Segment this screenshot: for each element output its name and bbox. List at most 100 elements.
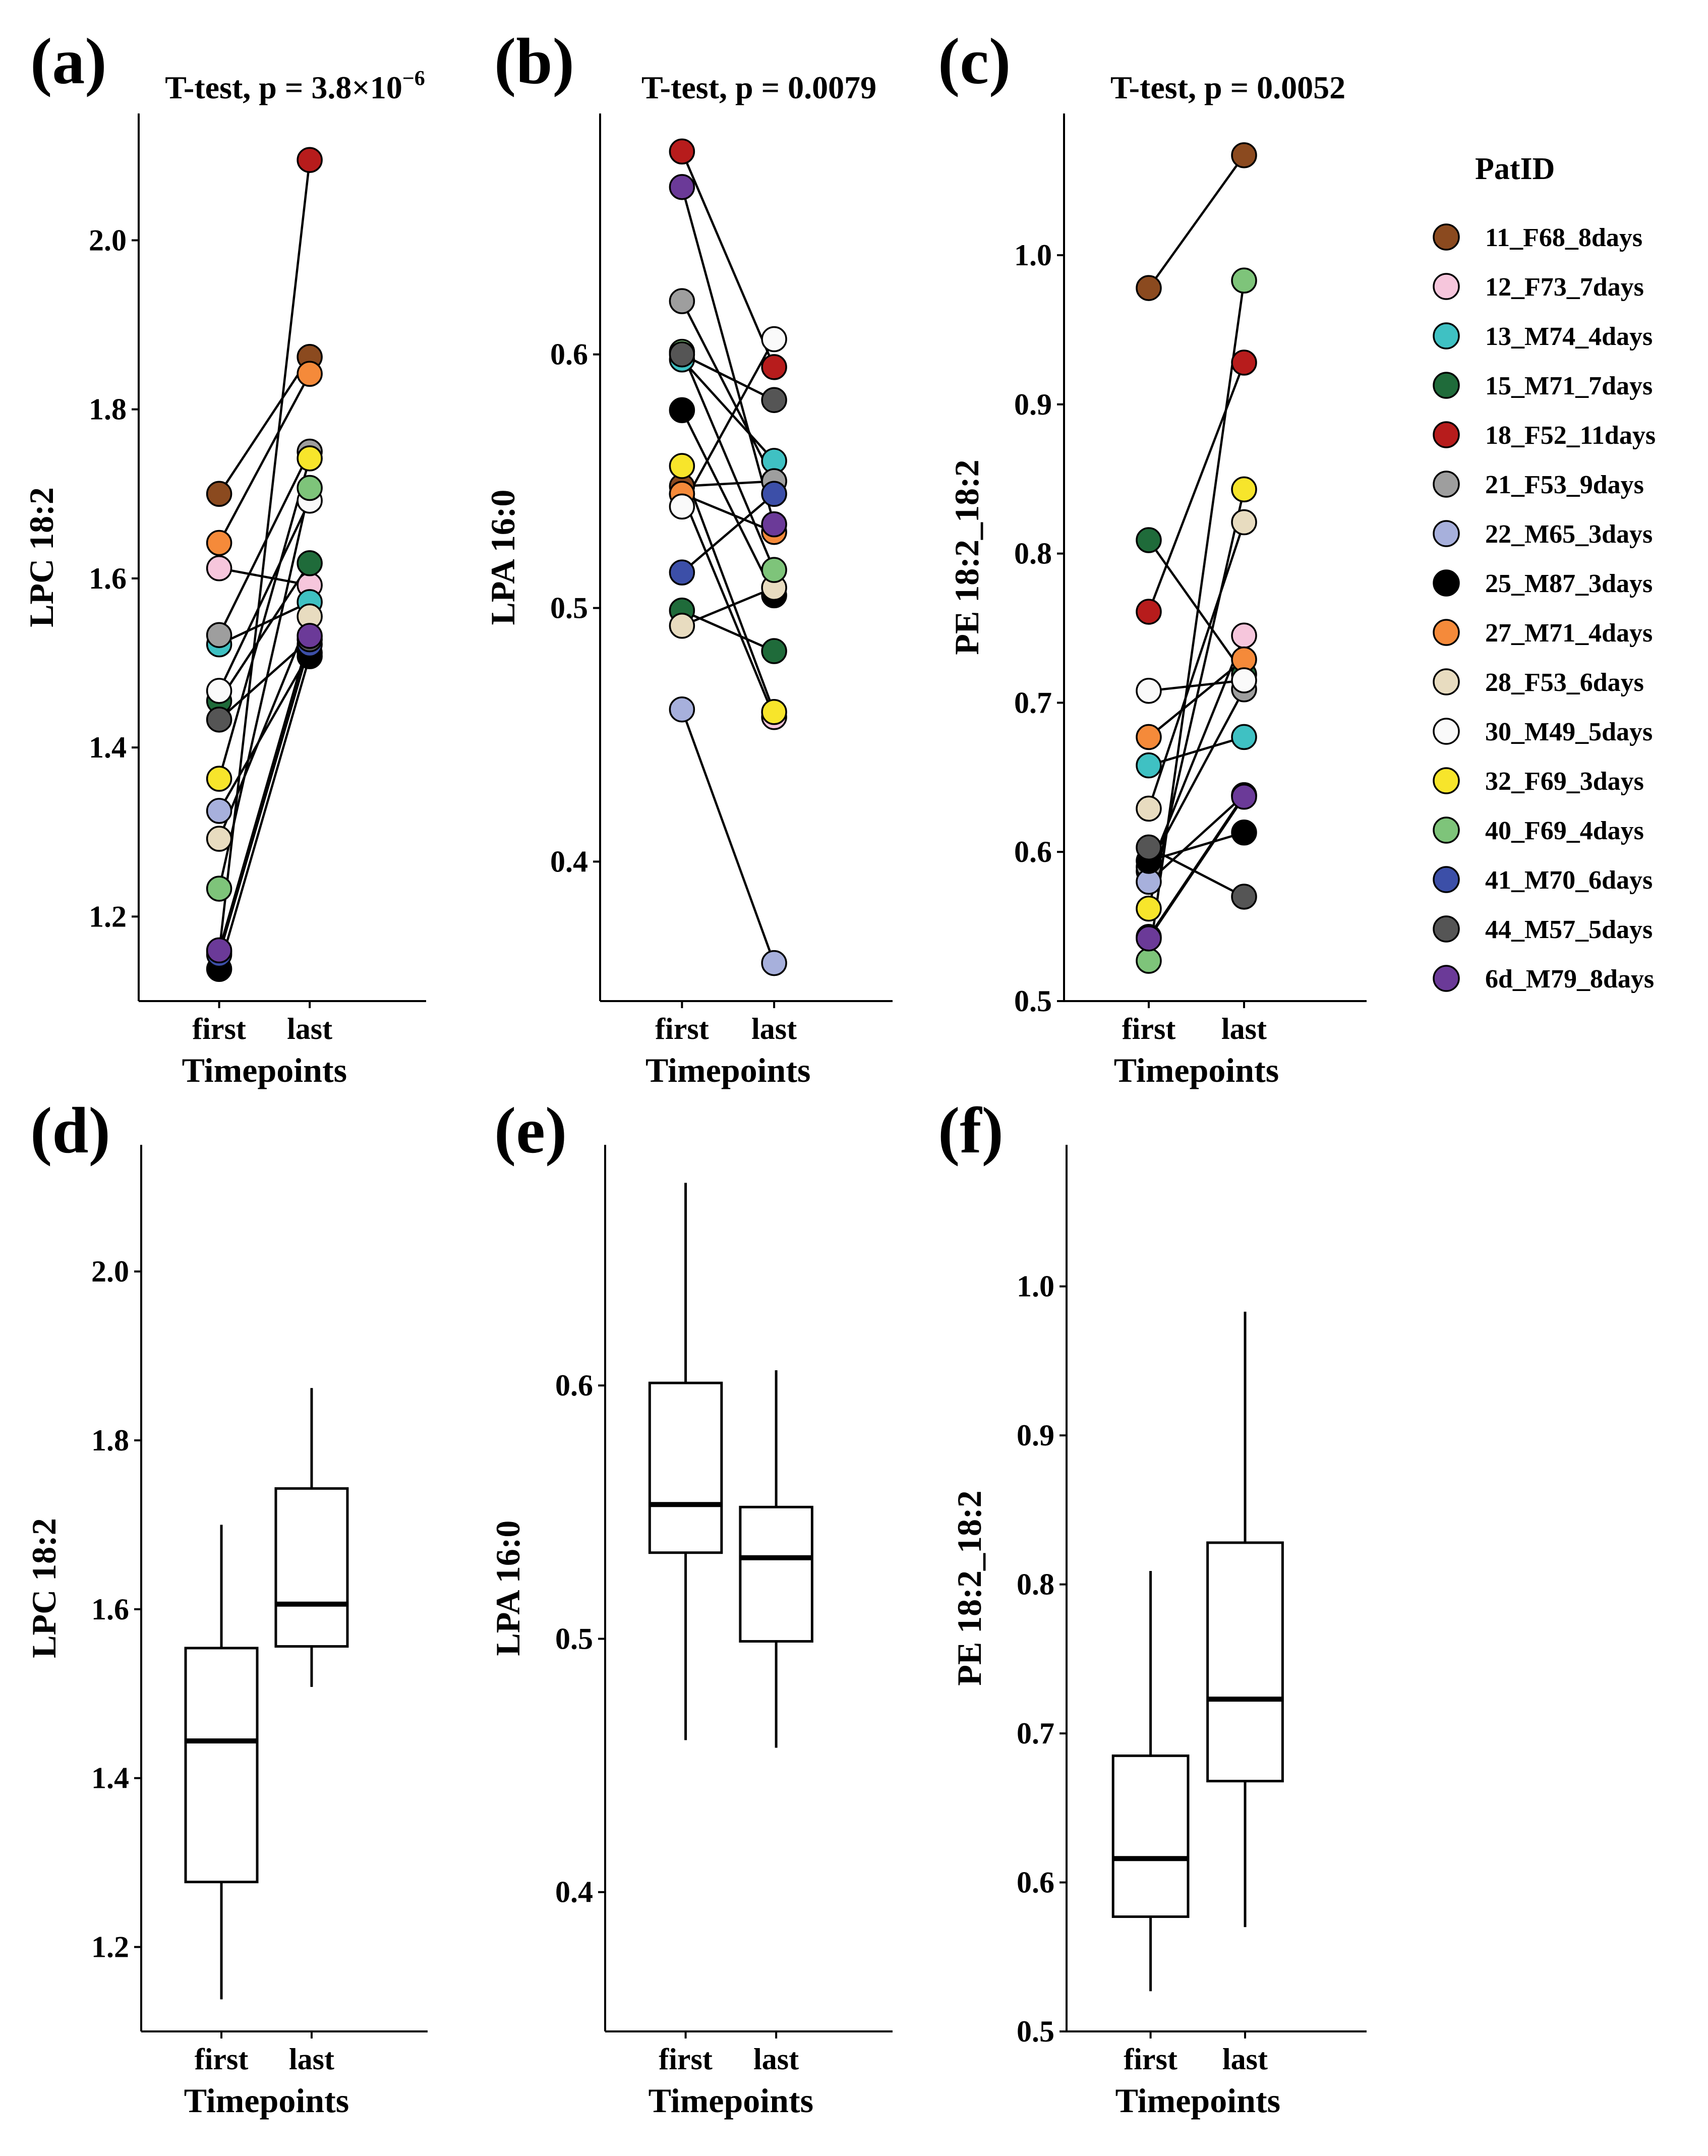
legend-swatch xyxy=(1433,915,1460,943)
y-axis-title: LPC 18:2 xyxy=(22,487,61,627)
y-axis-title: PE 18:2_18:2 xyxy=(948,459,986,655)
point-first-40_F69_4days xyxy=(1136,948,1162,974)
point-last-27_M71_4days xyxy=(297,361,323,387)
y-tick-label: 1.6 xyxy=(89,562,127,595)
y-tick-label: 1.2 xyxy=(89,900,127,933)
legend-label: 11_F68_8days xyxy=(1485,223,1642,252)
point-last-40_F69_4days xyxy=(761,557,787,583)
y-tick-label: 0.6 xyxy=(550,338,588,371)
x-axis-title: Timepoints xyxy=(182,1051,347,1089)
legend-item-25_M87_3days: 25_M87_3days xyxy=(1433,569,1653,598)
x-axis-title: Timepoints xyxy=(184,2081,349,2120)
y-axis-title: PE 18:2_18:2 xyxy=(950,1490,988,1685)
point-first-44_M57_5days xyxy=(1136,834,1162,861)
point-first-44_M57_5days xyxy=(206,707,232,733)
x-tick-label-first: first xyxy=(1124,2043,1177,2076)
legend-item-21_F53_9days: 21_F53_9days xyxy=(1433,471,1644,499)
box-last xyxy=(739,1505,813,1643)
legend-label: 21_F53_9days xyxy=(1485,471,1644,499)
legend-item-30_M49_5days: 30_M49_5days xyxy=(1433,718,1653,746)
y-tick-label: 0.8 xyxy=(1014,537,1052,570)
pair-line-30_M49_5days xyxy=(1148,679,1245,692)
pair-line-22_M65_3days xyxy=(681,709,776,964)
y-tick-label: 2.0 xyxy=(91,1255,129,1288)
legend-swatch xyxy=(1433,965,1460,992)
point-last-6d_M79_8days xyxy=(1231,784,1257,810)
box-last xyxy=(1206,1541,1284,1783)
pair-line-18_F52_11days xyxy=(1147,362,1246,612)
point-first-11_F68_8days xyxy=(206,481,232,507)
y-tick-label: 0.5 xyxy=(555,1622,593,1655)
y-axis-title: LPA 16:0 xyxy=(484,490,522,625)
legend-label: 28_F53_6days xyxy=(1485,668,1644,697)
x-tick-label-first: first xyxy=(659,2043,713,2076)
point-first-32_F69_3days xyxy=(1136,895,1162,922)
y-tick-label: 0.7 xyxy=(1017,1717,1054,1750)
pair-line-15_M71_7days xyxy=(218,562,311,702)
point-last-6d_M79_8days xyxy=(761,511,787,538)
x-tick-label-first: first xyxy=(192,1012,246,1045)
legend-item-32_F69_3days: 32_F69_3days xyxy=(1433,767,1644,796)
legend-item-28_F53_6days: 28_F53_6days xyxy=(1433,668,1644,697)
x-axis-title: Timepoints xyxy=(649,2081,813,2120)
point-last-18_F52_11days xyxy=(1231,349,1257,376)
panel-f: (f) 0.5 0.6 0.7 0.8 0.9 1.0 first last Timepoints… xyxy=(938,1094,1367,2120)
pair-line-41_M70_6days xyxy=(681,493,775,573)
legend-swatch xyxy=(1433,471,1460,498)
point-last-18_F52_11days xyxy=(761,354,787,380)
y-tick-label: 1.4 xyxy=(91,1762,129,1795)
pair-line-22_M65_3days xyxy=(218,652,311,811)
legend-swatch xyxy=(1433,668,1460,695)
point-first-18_F52_11days xyxy=(1136,599,1162,625)
y-tick-label: 0.7 xyxy=(1014,686,1052,719)
legend-label: 44_M57_5days xyxy=(1485,915,1653,944)
panel-letter-c: (c) xyxy=(938,25,1011,98)
point-last-28_F53_6days xyxy=(1231,509,1257,536)
pair-line-30_M49_5days xyxy=(681,338,776,507)
y-tick-label: 0.9 xyxy=(1014,388,1052,421)
point-first-22_M65_3days xyxy=(206,798,232,824)
point-first-6d_M79_8days xyxy=(206,937,232,964)
point-first-25_M87_3days xyxy=(669,397,695,424)
pair-line-12_F73_7days xyxy=(219,567,310,587)
pair-line-13_M74_4days xyxy=(681,359,775,462)
legend-item-15_M71_7days: 15_M71_7days xyxy=(1433,372,1653,400)
legend-label: 13_M74_4days xyxy=(1485,322,1653,351)
legend-label: 22_M65_3days xyxy=(1485,520,1653,549)
panel-title-c: T-test, p = 0.0052 xyxy=(1110,70,1345,105)
point-last-40_F69_4days xyxy=(1231,267,1257,294)
point-last-15_M71_7days xyxy=(297,550,323,576)
x-axis-title: Timepoints xyxy=(1115,2081,1280,2120)
legend-item-18_F52_11days: 18_F52_11days xyxy=(1433,421,1656,450)
x-tick-label-last: last xyxy=(1221,1012,1267,1045)
legend-label: 30_M49_5days xyxy=(1485,718,1653,746)
y-tick-label: 0.9 xyxy=(1017,1419,1054,1452)
point-first-18_F52_11days xyxy=(669,138,695,165)
point-first-21_F53_9days xyxy=(669,288,695,314)
y-tick-label: 0.8 xyxy=(1017,1568,1054,1601)
pair-line-27_M71_4days xyxy=(681,493,775,533)
legend-item-44_M57_5days: 44_M57_5days xyxy=(1433,915,1653,944)
panel-a: (a) T-test, p = 3.8×10−6 1.2 1.4 1.6 1.8 2.0 fi… xyxy=(22,25,426,1089)
legend-swatch xyxy=(1433,322,1460,349)
legend-item-13_M74_4days: 13_M74_4days xyxy=(1433,322,1653,351)
point-first-30_M49_5days xyxy=(1136,677,1162,704)
panel-letter-b: (b) xyxy=(494,25,574,98)
x-tick-label-last: last xyxy=(751,1012,797,1045)
pair-line-6d_M79_8days xyxy=(218,635,311,951)
point-last-44_M57_5days xyxy=(1231,884,1257,910)
pair-line-32_F69_3days xyxy=(681,465,776,713)
y-axis-title: LPC 18:2 xyxy=(25,1518,63,1658)
pair-line-25_M87_3days xyxy=(218,656,311,969)
legend-swatch xyxy=(1433,372,1460,399)
legend-swatch xyxy=(1433,223,1460,251)
x-tick-label-last: last xyxy=(1222,2043,1268,2076)
panel-letter-d: (d) xyxy=(30,1094,110,1167)
pair-line-27_M71_4days xyxy=(218,373,311,544)
legend-item-12_F73_7days: 12_F73_7days xyxy=(1433,273,1644,302)
panel-c: (c) T-test, p = 0.0052 0.5 0.6 0.7 0.8 0.9 1.0 f… xyxy=(938,25,1367,1089)
legend-label: 15_M71_7days xyxy=(1485,372,1653,400)
legend-swatch xyxy=(1433,866,1460,893)
pair-line-11_F68_8days xyxy=(1148,154,1245,289)
y-tick-label: 1.2 xyxy=(91,1931,129,1964)
